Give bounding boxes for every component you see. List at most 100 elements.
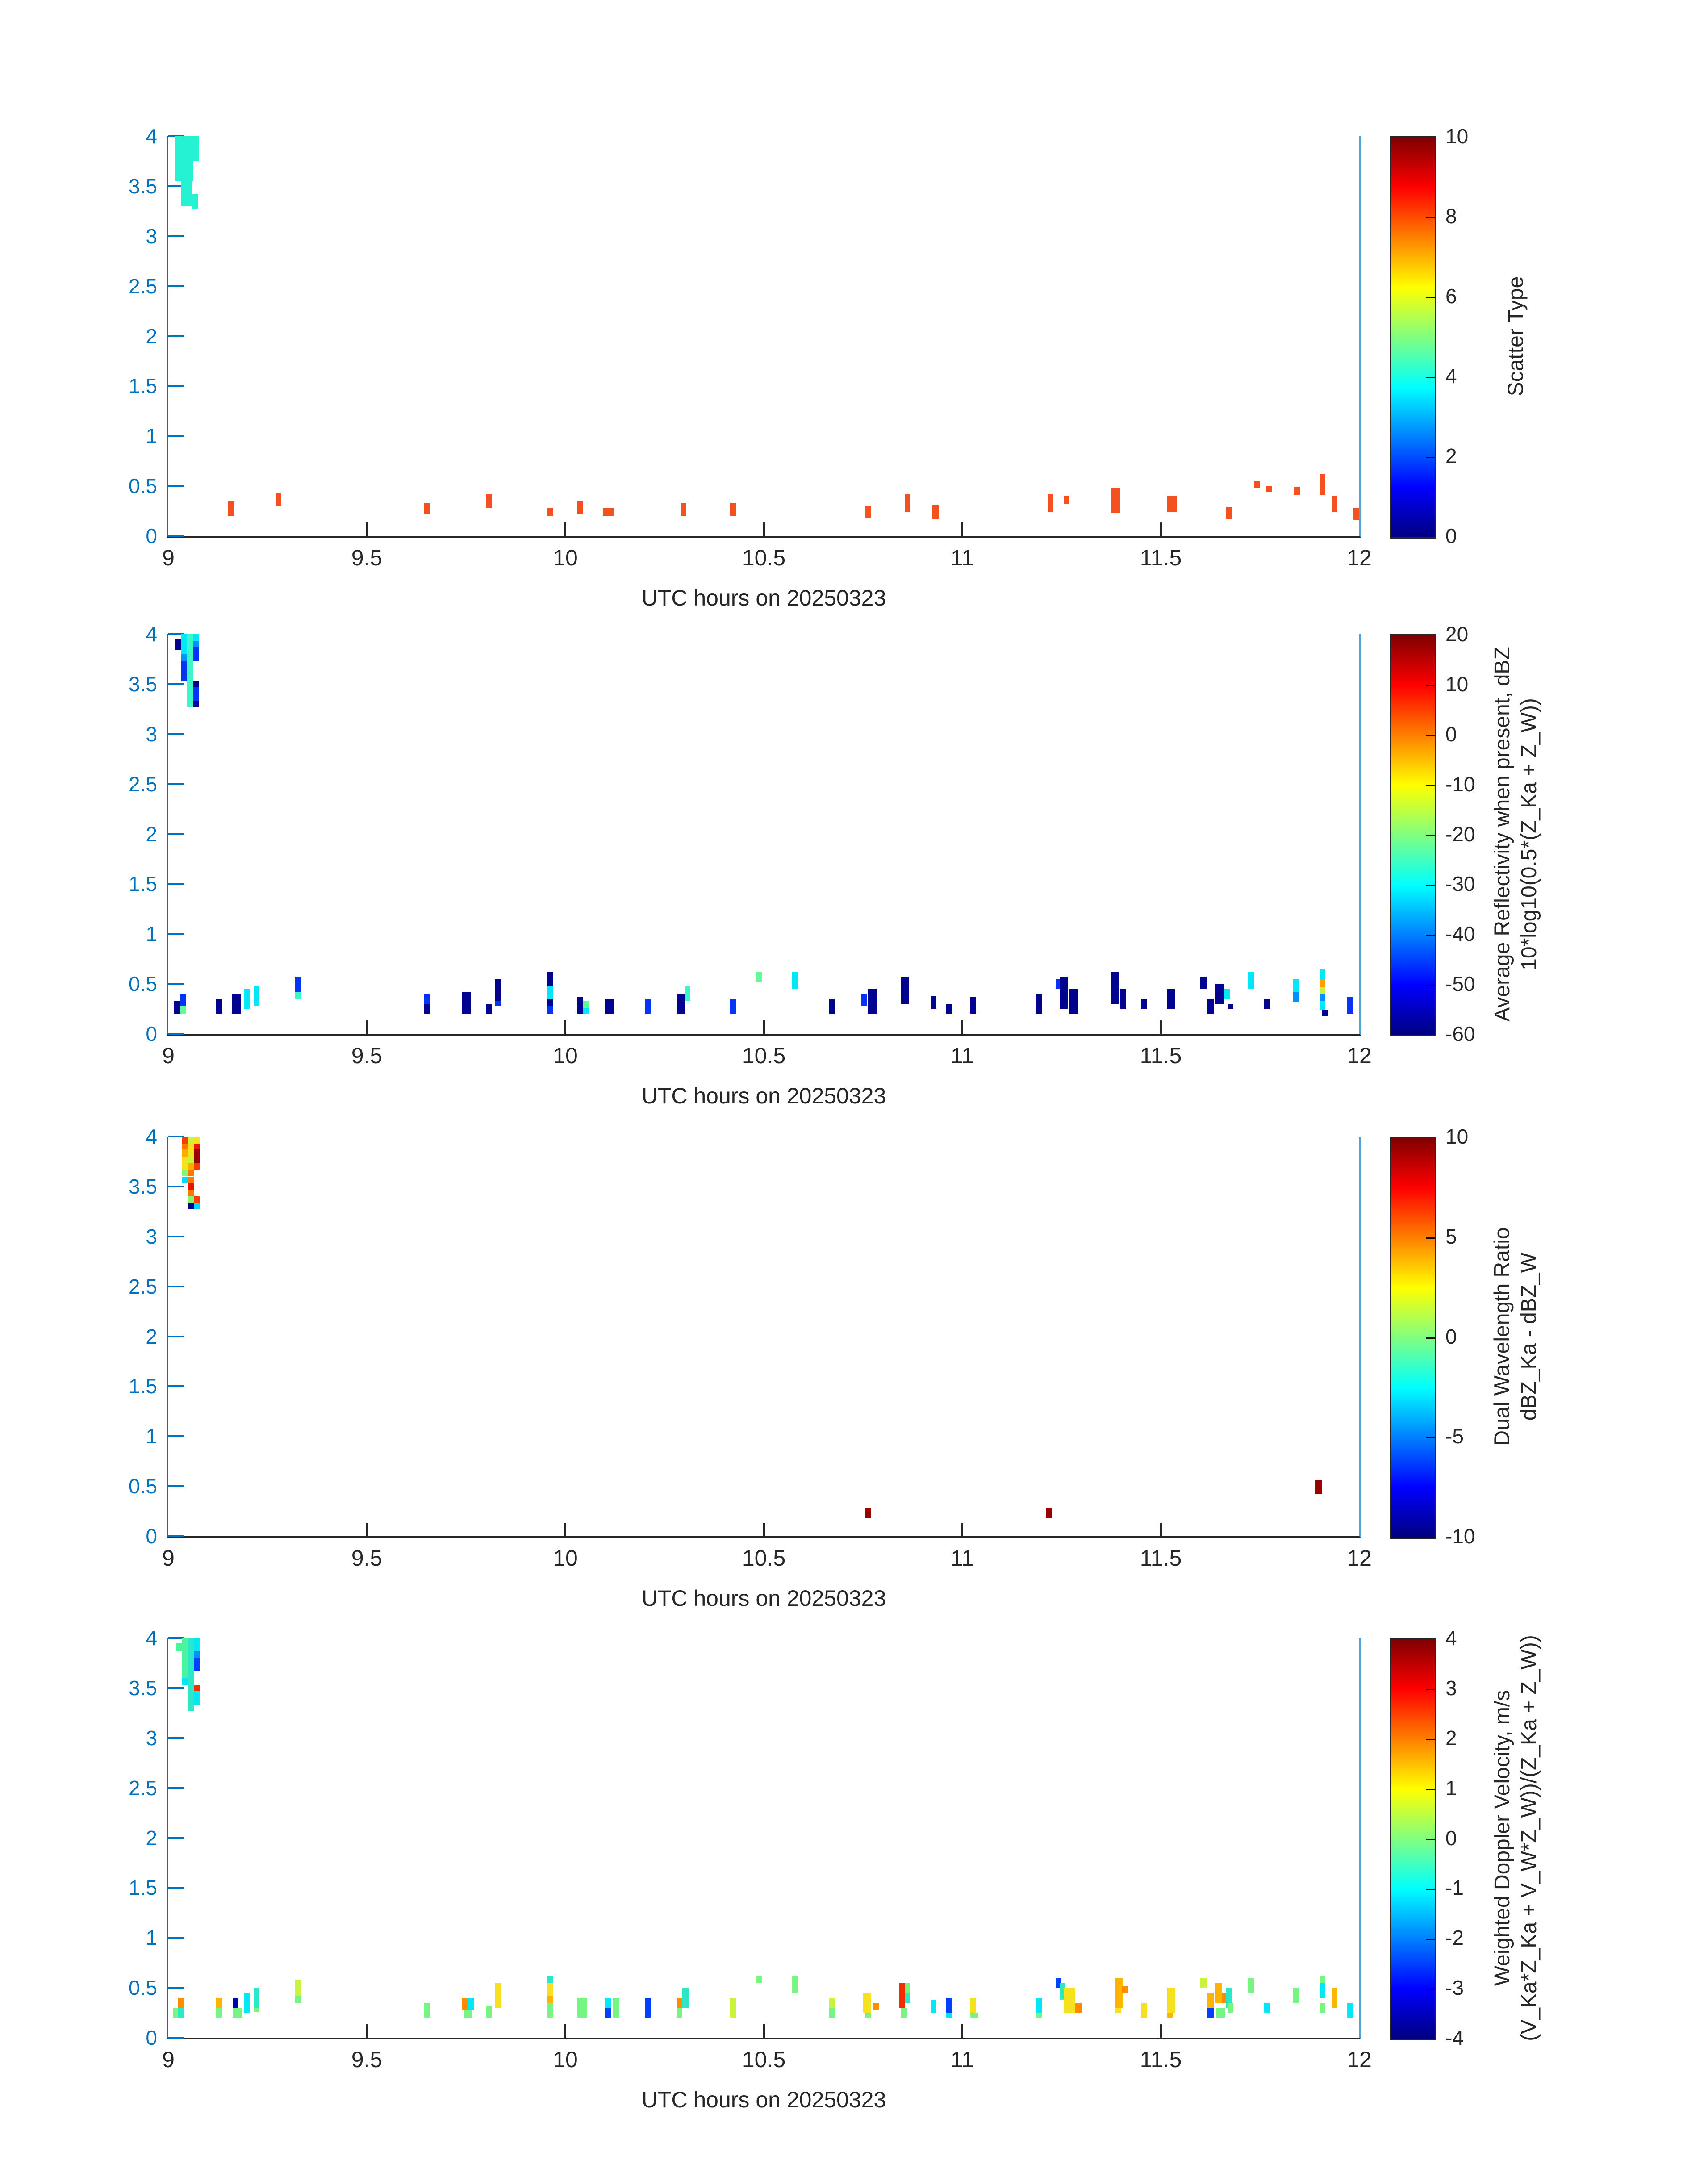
heat-cell (188, 1203, 194, 1210)
colorbar-tick (1426, 1788, 1435, 1790)
heat-cell (730, 999, 736, 1014)
x-axis-tick (961, 522, 963, 536)
heat-cell (547, 508, 554, 516)
heat-cell (970, 1997, 977, 2013)
y-axis-tick (168, 535, 184, 537)
heat-cell (1331, 1988, 1338, 2008)
y-tick-label: 1 (146, 424, 157, 448)
heat-cell (181, 661, 187, 674)
colorbar-tick (1426, 1989, 1435, 1990)
heat-cell (193, 1685, 200, 1691)
y-axis-tick (168, 1637, 184, 1639)
heat-cell (547, 999, 554, 1006)
x-tick-label: 9 (162, 2047, 175, 2072)
heat-cell (193, 681, 199, 687)
y-axis-tick (168, 1987, 184, 1989)
y-axis-tick (168, 385, 184, 387)
x-axis-tick (366, 1523, 368, 1536)
heat-cell (175, 1643, 182, 1651)
heat-cell (193, 1645, 200, 1651)
x-tick-label: 12 (1347, 545, 1372, 570)
heat-cell (1216, 2007, 1225, 2018)
heat-cell (932, 505, 939, 519)
heat-cell (905, 1982, 911, 1993)
heat-cell (188, 1163, 194, 1170)
y-tick-label: 2 (146, 1826, 157, 1850)
x-tick-label: 10.5 (742, 1546, 786, 1571)
y-axis-tick (168, 1787, 184, 1789)
x-axis-title: UTC hours on 20250323 (641, 2087, 886, 2112)
heat-cell (193, 1658, 200, 1671)
y-axis-tick (168, 1335, 184, 1337)
heat-cell (188, 1196, 194, 1203)
y-tick-label: 1.5 (129, 1876, 157, 1900)
heat-cell (868, 989, 877, 1014)
colorbar-tick (1426, 1237, 1435, 1239)
heat-cell (583, 1007, 589, 1014)
heat-cell (254, 2007, 260, 2012)
heat-cell (295, 977, 301, 992)
x-axis-title: UTC hours on 20250323 (641, 585, 886, 610)
x-axis-tick (1160, 1523, 1162, 1536)
heat-cell (1227, 2002, 1234, 2013)
y-tick-label: 3 (146, 1726, 157, 1750)
heat-cell (1166, 1988, 1176, 2013)
colorbar-tick-label: -3 (1445, 1976, 1464, 2000)
colorbar-title: Scatter Type (1469, 136, 1563, 536)
heat-cell (254, 1988, 260, 2008)
colorbar-tick (1426, 835, 1435, 836)
x-tick-label: 12 (1347, 1546, 1372, 1571)
plot-area-weighted-doppler-velocity: UTC hours on 20250323 0 0.5 1 1.5 2 2.5 3 3.5 4 9… (129, 1626, 1372, 2112)
heat-cell (1320, 1976, 1326, 1983)
heat-cell (1111, 972, 1119, 1004)
heat-cell (829, 999, 835, 1014)
heat-cell (1200, 977, 1207, 989)
colorbar-tick-label: -1 (1445, 1876, 1464, 1900)
heat-cell (1166, 496, 1177, 512)
plot-area-average-reflectivity: UTC hours on 20250323 0 0.5 1 1.5 2 2.5 3 3.5 4 9… (129, 623, 1372, 1108)
heat-cell (873, 2002, 879, 2010)
heat-cell (193, 1149, 200, 1157)
x-tick-label: 11.5 (1140, 1043, 1182, 1068)
y-axis-tick (168, 1535, 184, 1537)
x-tick-label: 11 (951, 545, 974, 570)
colorbar-tick-label: -20 (1445, 822, 1475, 846)
heat-cell (676, 2007, 683, 2018)
colorbar-tick-label: -50 (1445, 972, 1475, 996)
heat-cell (193, 634, 199, 641)
y-tick-label: 1 (146, 1926, 157, 1950)
heat-cell (1347, 2002, 1353, 2018)
heat-cell (863, 1993, 871, 2013)
colorbar-tick (1426, 297, 1435, 298)
colorbar-tick (1426, 985, 1435, 986)
heat-cell (1036, 2013, 1042, 2018)
y-axis-tick (168, 833, 184, 835)
heat-cell (228, 501, 234, 516)
y-tick-label: 2.5 (129, 1274, 157, 1298)
heat-cell (187, 634, 193, 707)
x-axis-tick (366, 522, 368, 536)
y-axis-tick (168, 933, 184, 935)
heat-cell (1141, 999, 1147, 1009)
heat-cell (791, 1976, 798, 1993)
heat-cell (192, 136, 199, 161)
y-axis-tick (168, 1136, 184, 1137)
x-axis-title: UTC hours on 20250323 (641, 1083, 886, 1108)
heat-cell (1063, 1988, 1075, 2013)
heat-cell (1320, 2002, 1326, 2013)
heat-cell (193, 1638, 200, 1645)
heat-cell (1254, 481, 1260, 488)
heat-cell (188, 1189, 194, 1197)
y-tick-label: 4 (146, 125, 157, 148)
heat-cell (193, 654, 199, 661)
y-axis-tick (168, 1285, 184, 1287)
y-axis-tick (168, 683, 184, 685)
heat-cell (946, 1003, 952, 1014)
x-tick-label: 10 (553, 2047, 578, 2072)
heat-cell (424, 2002, 430, 2018)
y-axis-tick (168, 185, 184, 187)
heat-cell (1224, 989, 1231, 999)
heat-cell (1120, 989, 1127, 1009)
y-tick-label: 2.5 (129, 1776, 157, 1800)
